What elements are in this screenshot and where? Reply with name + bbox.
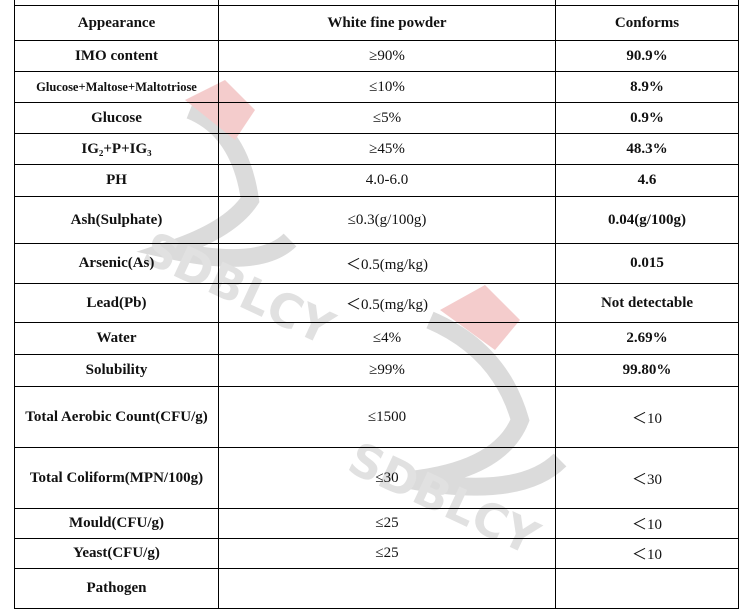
table-row: Glucose ≤5% 0.9% xyxy=(14,102,739,134)
table-row: Solubility ≥99% 99.80% xyxy=(14,354,739,387)
cell-result: 48.3% xyxy=(555,133,739,165)
cell-item: Arsenic(As) xyxy=(14,243,219,284)
table-row: Ash(Sulphate) ≤0.3(g/100g) 0.04(g/100g) xyxy=(14,196,739,244)
cell-result: 8.9% xyxy=(555,71,739,103)
cell-result: 4.6 xyxy=(555,164,739,197)
table-row: Appearance White fine powder Conforms xyxy=(14,5,739,41)
cell-spec: ＜0.5(mg/kg) xyxy=(218,243,556,284)
cell-item: Water xyxy=(14,322,219,355)
cell-spec: White fine powder xyxy=(218,5,556,41)
cell-spec: ≤5% xyxy=(218,102,556,134)
cell-spec: ≤10% xyxy=(218,71,556,103)
cell-item: Mould(CFU/g) xyxy=(14,508,219,539)
cell-item: Yeast(CFU/g) xyxy=(14,538,219,569)
cell-item: Lead(Pb) xyxy=(14,283,219,323)
table-row: Total Aerobic Count(CFU/g) ≤1500 ＜10 xyxy=(14,386,739,448)
cell-result: 0.015 xyxy=(555,243,739,284)
cell-spec: ≤30 xyxy=(218,447,556,509)
cell-item: Total Coliform(MPN/100g) xyxy=(14,447,219,509)
cell-result: ＜10 xyxy=(555,508,739,539)
cell-spec: ≤0.3(g/100g) xyxy=(218,196,556,244)
table-row: Glucose+Maltose+Maltotriose ≤10% 8.9% xyxy=(14,71,739,103)
cell-item: Total Aerobic Count(CFU/g) xyxy=(14,386,219,448)
table-row: Water ≤4% 2.69% xyxy=(14,322,739,355)
cell-item: IMO content xyxy=(14,40,219,72)
cell-spec: 4.0-6.0 xyxy=(218,164,556,197)
cell-item: IG₂+P+IG₃ xyxy=(14,133,219,165)
cell-spec: ≤25 xyxy=(218,538,556,569)
cell-result: 90.9% xyxy=(555,40,739,72)
cell-result: ＜10 xyxy=(555,538,739,569)
cell-item: PH xyxy=(14,164,219,197)
cell-result: 2.69% xyxy=(555,322,739,355)
cell-result: 0.04(g/100g) xyxy=(555,196,739,244)
cell-spec: ≥99% xyxy=(218,354,556,387)
cell-result: Conforms xyxy=(555,5,739,41)
cell-item: Pathogen xyxy=(14,568,219,609)
cell-spec: ≥45% xyxy=(218,133,556,165)
table-row: PH 4.0-6.0 4.6 xyxy=(14,164,739,197)
cell-spec: ≤1500 xyxy=(218,386,556,448)
table-row: Lead(Pb) ＜0.5(mg/kg) Not detectable xyxy=(14,283,739,323)
table-row: IG₂+P+IG₃ ≥45% 48.3% xyxy=(14,133,739,165)
cell-spec: ≥90% xyxy=(218,40,556,72)
specification-table: Appearance White fine powder Conforms IMO c… xyxy=(14,0,739,609)
cell-spec: ≤25 xyxy=(218,508,556,539)
cell-result: 0.9% xyxy=(555,102,739,134)
table-row: Mould(CFU/g) ≤25 ＜10 xyxy=(14,508,739,539)
table-row: Arsenic(As) ＜0.5(mg/kg) 0.015 xyxy=(14,243,739,284)
cell-spec xyxy=(218,568,556,609)
cell-result xyxy=(555,568,739,609)
cell-item: Glucose xyxy=(14,102,219,134)
cell-result: ＜10 xyxy=(555,386,739,448)
cell-spec: ≤4% xyxy=(218,322,556,355)
table-row: IMO content ≥90% 90.9% xyxy=(14,40,739,72)
table-row: Yeast(CFU/g) ≤25 ＜10 xyxy=(14,538,739,569)
cell-item: Appearance xyxy=(14,5,219,41)
cell-result: Not detectable xyxy=(555,283,739,323)
cell-item: Ash(Sulphate) xyxy=(14,196,219,244)
cell-result: 99.80% xyxy=(555,354,739,387)
cell-item: Glucose+Maltose+Maltotriose xyxy=(14,71,219,103)
cell-item: Solubility xyxy=(14,354,219,387)
cell-spec: ＜0.5(mg/kg) xyxy=(218,283,556,323)
cell-result: ＜30 xyxy=(555,447,739,509)
table-row: Total Coliform(MPN/100g) ≤30 ＜30 xyxy=(14,447,739,509)
table-row: Pathogen xyxy=(14,568,739,609)
